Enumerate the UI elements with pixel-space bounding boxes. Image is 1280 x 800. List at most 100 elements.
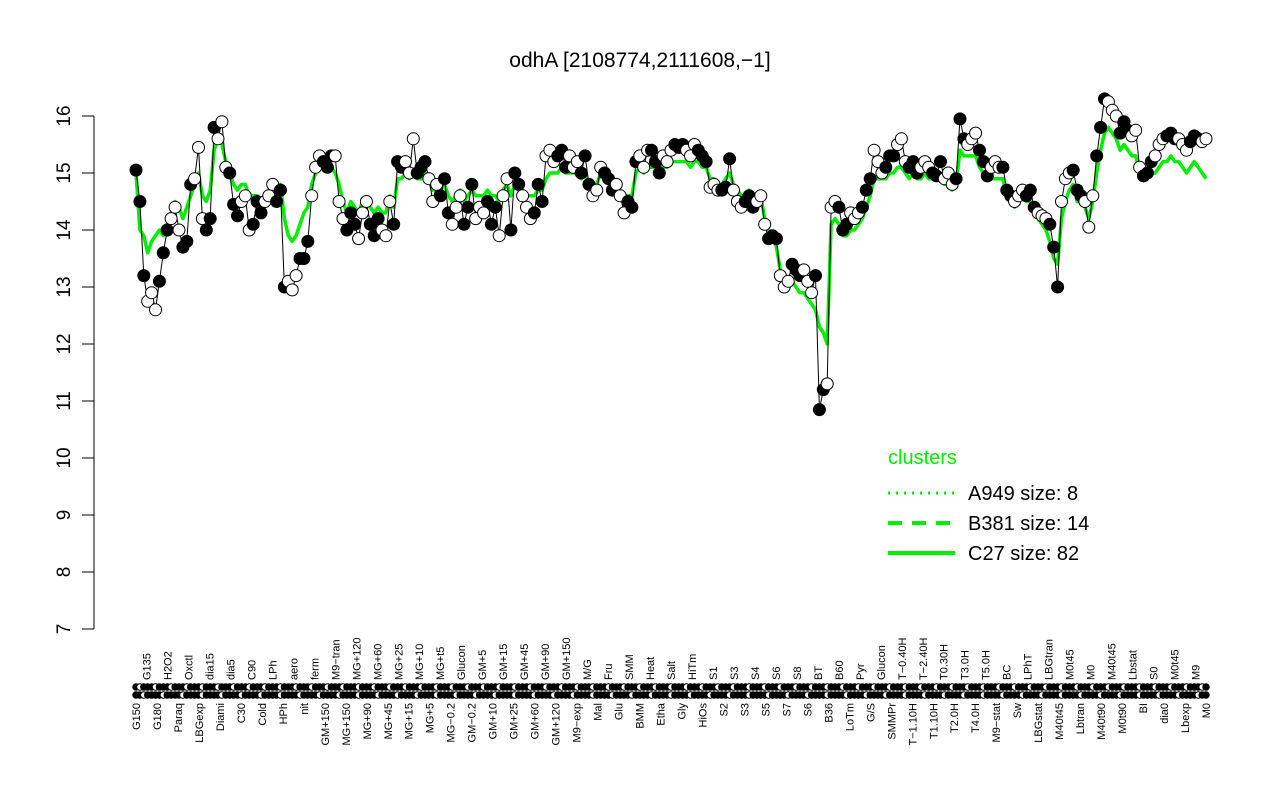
x-tick-label: S4 bbox=[750, 667, 762, 680]
data-point bbox=[445, 217, 459, 231]
x-tick-label: LBGtran bbox=[1044, 639, 1056, 680]
x-tick-label: Lbexp bbox=[1180, 703, 1192, 733]
data-point bbox=[438, 172, 451, 186]
x-tick-label: GM+5 bbox=[477, 650, 489, 680]
data-point bbox=[168, 200, 182, 214]
x-tick-label: GM+90 bbox=[540, 644, 552, 680]
x-tick-label: M9−stat bbox=[991, 703, 1003, 742]
data-point bbox=[145, 286, 159, 300]
y-tick-label: 12 bbox=[54, 333, 75, 354]
x-tick-label: Pyr bbox=[855, 663, 867, 680]
data-point bbox=[879, 160, 893, 174]
data-point bbox=[297, 252, 311, 265]
x-tick-label: Oxctl bbox=[184, 655, 196, 680]
x-tick-label: GM+45 bbox=[519, 644, 531, 680]
x-tick-label: nit bbox=[299, 703, 311, 715]
x-tick-label: MG+150 bbox=[341, 703, 353, 746]
data-point bbox=[199, 223, 213, 237]
x-tick-label: M0t90 bbox=[1117, 703, 1129, 734]
x-tick-label: Fru bbox=[603, 664, 615, 681]
data-point bbox=[270, 195, 284, 208]
x-tick-label: M0t45 bbox=[1065, 649, 1077, 680]
data-point bbox=[887, 149, 901, 163]
data-point bbox=[496, 189, 510, 203]
data-point bbox=[211, 132, 225, 146]
data-point bbox=[231, 209, 244, 223]
x-tick-label: LoTm bbox=[844, 703, 856, 731]
data-point bbox=[328, 149, 342, 163]
data-point bbox=[371, 212, 385, 226]
x-tick-label: T4.0H bbox=[970, 703, 982, 733]
x-tick-label: M40t45 bbox=[1107, 643, 1119, 680]
x-tick-label: Heat bbox=[645, 657, 657, 680]
y-tick-label: 16 bbox=[54, 105, 75, 126]
data-point bbox=[215, 115, 229, 129]
x-tick-label: LBGstat bbox=[1033, 703, 1045, 743]
data-point bbox=[274, 183, 287, 197]
data-point bbox=[781, 274, 795, 288]
y-tick-label: 8 bbox=[54, 567, 75, 578]
data-point bbox=[1055, 195, 1068, 208]
x-tick-label: M/G bbox=[582, 659, 594, 680]
x-tick-label: MG+90 bbox=[362, 703, 374, 739]
x-tick-label: H2O2 bbox=[163, 651, 175, 680]
data-point bbox=[867, 143, 881, 157]
x-marker bbox=[1202, 683, 1210, 691]
data-point bbox=[387, 217, 401, 231]
x-tick-label: Glucon bbox=[456, 645, 468, 680]
x-tick-label: GM+10 bbox=[488, 703, 500, 739]
data-point bbox=[535, 195, 549, 208]
x-tick-label: Sw bbox=[1012, 703, 1024, 718]
legend-title: clusters bbox=[888, 447, 957, 469]
data-point bbox=[578, 149, 592, 163]
x-tick-label: MG+10 bbox=[414, 644, 426, 680]
data-point bbox=[625, 200, 639, 214]
data-point bbox=[344, 206, 358, 220]
x-tick-label: T−1.10H bbox=[907, 703, 919, 746]
legend-entry-c27: C27 size: 82 bbox=[968, 543, 1079, 565]
data-point bbox=[809, 269, 822, 283]
x-tick-label: aero bbox=[288, 658, 300, 680]
data-point bbox=[727, 183, 740, 197]
data-point bbox=[1140, 166, 1154, 180]
x-axis: G150 G135 G180 H2O2 Paraq Oxctl LBGexp dia15 Dia… bbox=[131, 637, 1213, 745]
legend-entry-a949: A949 size: 8 bbox=[968, 483, 1078, 505]
x-tick-label: G150 bbox=[131, 703, 143, 730]
data-point bbox=[484, 217, 498, 231]
data-point bbox=[660, 155, 674, 169]
data-point bbox=[488, 200, 502, 214]
data-point bbox=[1082, 220, 1096, 234]
data-point bbox=[1199, 132, 1213, 146]
data-point bbox=[1129, 123, 1143, 137]
x-tick-label: MG+25 bbox=[393, 644, 405, 680]
x-tick-label: B36 bbox=[823, 703, 835, 723]
data-point bbox=[504, 223, 518, 237]
y-tick-label: 11 bbox=[54, 391, 75, 411]
x-tick-label: BI bbox=[1138, 703, 1150, 713]
x-tick-label: dia5 bbox=[225, 659, 237, 680]
data-point bbox=[969, 126, 983, 140]
data-point bbox=[285, 283, 299, 297]
x-tick-label: T1.10H bbox=[928, 703, 940, 739]
data-point bbox=[574, 166, 588, 180]
legend-entry-b381: B381 size: 14 bbox=[968, 513, 1089, 535]
data-point bbox=[859, 183, 873, 197]
x-tick-label: S3 bbox=[729, 667, 741, 680]
x-tick-label: GM+150 bbox=[561, 638, 573, 681]
x-tick-label: SMM bbox=[624, 654, 636, 680]
x-tick-label: S5 bbox=[760, 703, 772, 716]
x-tick-label: M0 bbox=[1201, 703, 1213, 718]
legend: clusters A949 size: 8 B381 size: 14 C27 … bbox=[888, 447, 1089, 565]
x-tick-label: G180 bbox=[152, 703, 164, 730]
data-point bbox=[164, 212, 178, 226]
data-point bbox=[188, 172, 202, 186]
data-point bbox=[160, 223, 174, 237]
data-point bbox=[953, 112, 967, 126]
y-tick-label: 14 bbox=[54, 219, 75, 241]
x-tick-label: M40t45 bbox=[1054, 703, 1066, 740]
data-point bbox=[156, 246, 170, 260]
data-point bbox=[192, 140, 205, 154]
y-tick-label: 7 bbox=[54, 624, 75, 635]
x-tick-label: C90 bbox=[246, 660, 258, 680]
